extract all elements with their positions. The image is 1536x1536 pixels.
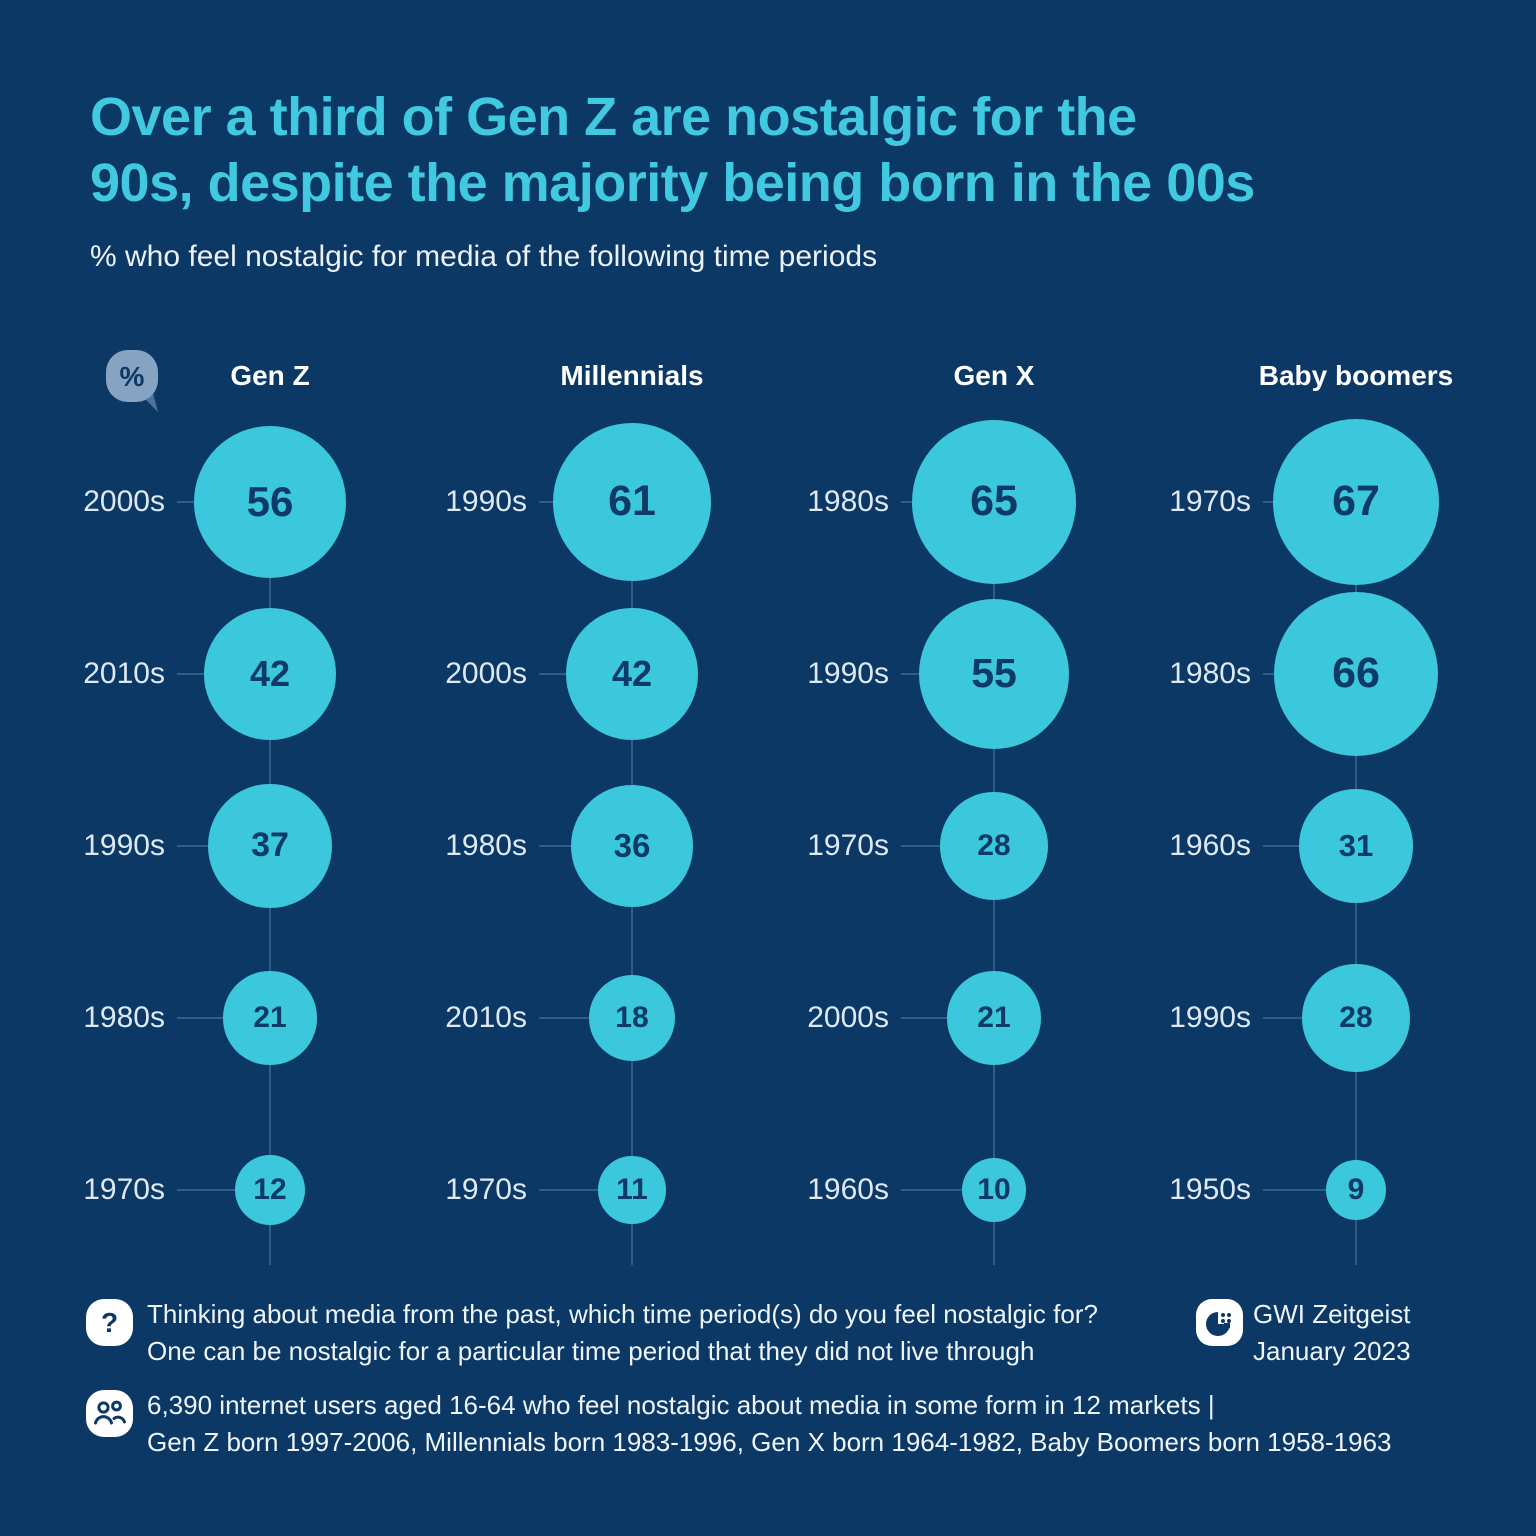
- period-label-baby-boomers-1960s: 1960s: [1169, 829, 1251, 862]
- label-tick-line-gen-z-1970s: [177, 1189, 270, 1191]
- bubble-gen-x-1990s: 55: [918, 598, 1070, 750]
- column-header-gen-z: Gen Z: [230, 360, 310, 391]
- bubble-millennials-1990s: 61: [552, 422, 712, 582]
- survey-question: Thinking about media from the past, whic…: [147, 1296, 1098, 1370]
- label-tick-line-gen-x-1960s: [901, 1189, 994, 1191]
- bubble-value-millennials-1970s: 11: [616, 1172, 648, 1206]
- bubble-value-baby-boomers-1990s: 28: [1339, 1000, 1373, 1034]
- bubble-millennials-1970s: 11: [598, 1156, 666, 1224]
- page-title-line-2: 90s, despite the majority being born in …: [90, 153, 1255, 213]
- bubble-value-millennials-2000s: 42: [611, 652, 653, 694]
- period-label-gen-x-1960s: 1960s: [807, 1173, 889, 1206]
- period-label-gen-z-1980s: 1980s: [83, 1001, 165, 1034]
- bubble-value-millennials-1980s: 36: [613, 826, 651, 864]
- bubble-value-gen-x-1990s: 55: [971, 650, 1017, 697]
- bubble-gen-x-1970s: 28: [940, 792, 1048, 900]
- bubble-value-gen-x-1960s: 10: [977, 1172, 1011, 1206]
- period-label-millennials-2000s: 2000s: [445, 657, 527, 690]
- period-label-millennials-1990s: 1990s: [445, 485, 527, 518]
- period-label-millennials-2010s: 2010s: [445, 1001, 527, 1034]
- column-header-gen-x: Gen X: [953, 360, 1035, 391]
- bubble-gen-z-1990s: 37: [208, 784, 332, 908]
- bubble-baby-boomers-1990s: 28: [1302, 964, 1410, 1072]
- bubble-value-gen-z-2000s: 56: [246, 477, 294, 525]
- bubble-value-gen-x-2000s: 21: [977, 1000, 1011, 1034]
- period-label-baby-boomers-1950s: 1950s: [1169, 1173, 1251, 1206]
- page-title: Over a third of Gen Z are nostalgic for …: [90, 84, 1255, 216]
- period-label-gen-z-1970s: 1970s: [83, 1173, 165, 1206]
- bubble-baby-boomers-1980s: 66: [1273, 591, 1439, 757]
- bubble-gen-z-2010s: 42: [204, 608, 336, 740]
- percent-glyph: %: [120, 361, 145, 392]
- period-label-gen-x-1980s: 1980s: [807, 485, 889, 518]
- period-label-gen-z-1990s: 1990s: [83, 829, 165, 862]
- bubble-millennials-1980s: 36: [571, 785, 693, 907]
- bubble-value-gen-x-1970s: 28: [977, 828, 1011, 862]
- question-icon: ?: [86, 1299, 133, 1346]
- source-attribution: GWI Zeitgeist January 2023: [1253, 1296, 1411, 1370]
- bubble-value-baby-boomers-1980s: 66: [1332, 649, 1380, 698]
- column-header-baby-boomers: Baby boomers: [1258, 360, 1454, 391]
- bubble-gen-z-2000s: 56: [194, 426, 346, 578]
- bubble-millennials-2010s: 18: [588, 974, 676, 1062]
- label-tick-line-millennials-1970s: [539, 1189, 632, 1191]
- period-label-gen-x-1970s: 1970s: [807, 829, 889, 862]
- question-mark-glyph: ?: [101, 1307, 118, 1338]
- period-label-gen-z-2000s: 2000s: [83, 485, 165, 518]
- bubble-value-millennials-1990s: 61: [608, 477, 656, 526]
- source-line-1: GWI Zeitgeist: [1253, 1299, 1411, 1329]
- page-title-line-1: Over a third of Gen Z are nostalgic for …: [90, 87, 1137, 147]
- bubble-value-gen-z-1990s: 37: [251, 826, 289, 865]
- bubble-value-gen-z-1970s: 12: [253, 1172, 287, 1206]
- period-label-baby-boomers-1980s: 1980s: [1169, 657, 1251, 690]
- bubble-millennials-2000s: 42: [566, 608, 698, 740]
- bubble-value-gen-z-1980s: 21: [253, 1000, 287, 1034]
- period-label-gen-x-1990s: 1990s: [807, 657, 889, 690]
- gwi-logo-icon: [1196, 1299, 1243, 1346]
- period-label-gen-x-2000s: 2000s: [807, 1001, 889, 1034]
- period-label-millennials-1970s: 1970s: [445, 1173, 527, 1206]
- period-label-gen-z-2010s: 2010s: [83, 657, 165, 690]
- bubble-gen-z-1980s: 21: [223, 971, 317, 1065]
- bubble-gen-z-1970s: 12: [234, 1154, 306, 1226]
- bubble-gen-x-1980s: 65: [912, 420, 1076, 584]
- column-header-millennials: Millennials: [560, 360, 704, 391]
- sample-line-2: Gen Z born 1997-2006, Millennials born 1…: [147, 1427, 1392, 1457]
- bubble-value-baby-boomers-1970s: 67: [1332, 477, 1380, 526]
- bubble-value-millennials-2010s: 18: [615, 1000, 649, 1034]
- bubble-baby-boomers-1970s: 67: [1272, 418, 1440, 586]
- sample-description: 6,390 internet users aged 16-64 who feel…: [147, 1387, 1392, 1461]
- label-tick-line-millennials-2010s: [539, 1017, 632, 1019]
- period-label-millennials-1980s: 1980s: [445, 829, 527, 862]
- period-label-baby-boomers-1970s: 1970s: [1169, 485, 1251, 518]
- bubble-value-baby-boomers-1960s: 31: [1338, 827, 1374, 863]
- bubble-value-gen-z-2010s: 42: [249, 652, 291, 694]
- bubble-value-baby-boomers-1950s: 9: [1347, 1172, 1365, 1206]
- bubble-gen-x-2000s: 21: [947, 971, 1041, 1065]
- bubble-gen-x-1960s: 10: [961, 1157, 1027, 1223]
- percent-badge-icon: %: [106, 350, 158, 412]
- chart-subtitle: % who feel nostalgic for media of the fo…: [90, 240, 878, 273]
- survey-question-line-1: Thinking about media from the past, whic…: [147, 1299, 1098, 1329]
- bubble-baby-boomers-1960s: 31: [1299, 789, 1413, 903]
- audience-icon: [86, 1390, 133, 1437]
- survey-question-line-2: One can be nostalgic for a particular ti…: [147, 1336, 1035, 1366]
- bubble-baby-boomers-1950s: 9: [1325, 1159, 1387, 1221]
- source-line-2: January 2023: [1253, 1336, 1411, 1366]
- sample-line-1: 6,390 internet users aged 16-64 who feel…: [147, 1390, 1215, 1420]
- bubble-value-gen-x-1980s: 65: [970, 477, 1018, 526]
- label-tick-line-baby-boomers-1950s: [1263, 1189, 1356, 1191]
- period-label-baby-boomers-1990s: 1990s: [1169, 1001, 1251, 1034]
